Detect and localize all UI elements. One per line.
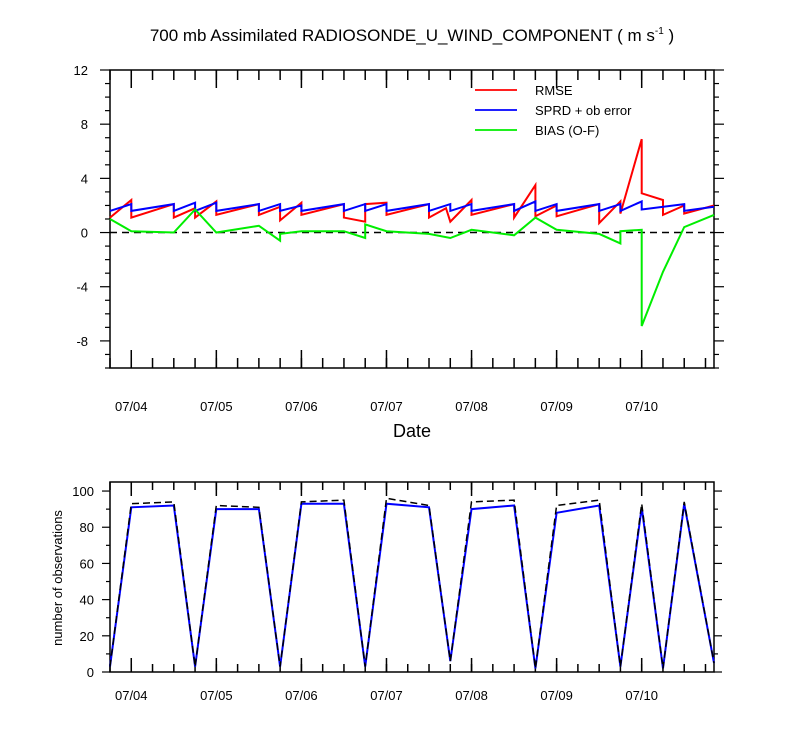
y-tick-label: 4 — [81, 171, 88, 186]
y-tick-label: 8 — [81, 117, 88, 132]
x-tick-label: 07/09 — [540, 688, 573, 703]
x-tick-label: 07/07 — [370, 688, 403, 703]
chart-title-end: ) — [664, 26, 674, 45]
x-tick-label: 07/10 — [625, 399, 658, 414]
x-tick-label: 07/05 — [200, 399, 233, 414]
y-axis-label-bottom: number of observations — [50, 510, 65, 646]
y-tick-label: 100 — [72, 484, 94, 499]
legend-label: SPRD + ob error — [535, 103, 632, 118]
y-tick-label: 60 — [80, 556, 94, 571]
chart-title: 700 mb Assimilated RADIOSONDE_U_WIND_COM… — [150, 26, 674, 45]
x-tick-label: 07/08 — [455, 399, 488, 414]
x-axis-label: Date — [393, 421, 431, 441]
legend-label: RMSE — [535, 83, 573, 98]
x-tick-label: 07/07 — [370, 399, 403, 414]
x-tick-label: 07/06 — [285, 688, 318, 703]
x-tick-label: 07/06 — [285, 399, 318, 414]
series-line-observations-total — [109, 497, 715, 669]
x-tick-label: 07/09 — [540, 399, 573, 414]
y-tick-label: 20 — [80, 629, 94, 644]
x-tick-label: 07/04 — [115, 399, 148, 414]
y-tick-label: 40 — [80, 593, 94, 608]
y-tick-label: -4 — [76, 280, 88, 295]
y-tick-label: 0 — [81, 226, 88, 241]
top-plot: 07/04 07/05 07/06 07/07 07/08 07/09 07/10 12 8 4 0… — [74, 63, 724, 414]
x-tick-label: 07/08 — [455, 688, 488, 703]
series-line-sprd-ob-error — [109, 199, 715, 213]
y-tick-label: 80 — [80, 520, 94, 535]
legend-label: BIAS (O-F) — [535, 123, 599, 138]
chart-title-superscript: -1 — [655, 26, 664, 37]
plot-frame — [109, 481, 715, 673]
bottom-plot: 07/04 07/05 07/06 07/07 07/08 07/09 07/10 0 20 40… — [72, 481, 722, 703]
y-tick-label: -8 — [76, 334, 88, 349]
y-tick-label: 0 — [87, 665, 94, 680]
x-tick-label: 07/10 — [625, 688, 658, 703]
x-tick-label: 07/04 — [115, 688, 148, 703]
y-tick-label: 12 — [74, 63, 88, 78]
series-line-bias-o-f — [109, 208, 715, 327]
chart-title-main: 700 mb Assimilated RADIOSONDE_U_WIND_COM… — [150, 26, 655, 45]
x-tick-label: 07/05 — [200, 688, 233, 703]
